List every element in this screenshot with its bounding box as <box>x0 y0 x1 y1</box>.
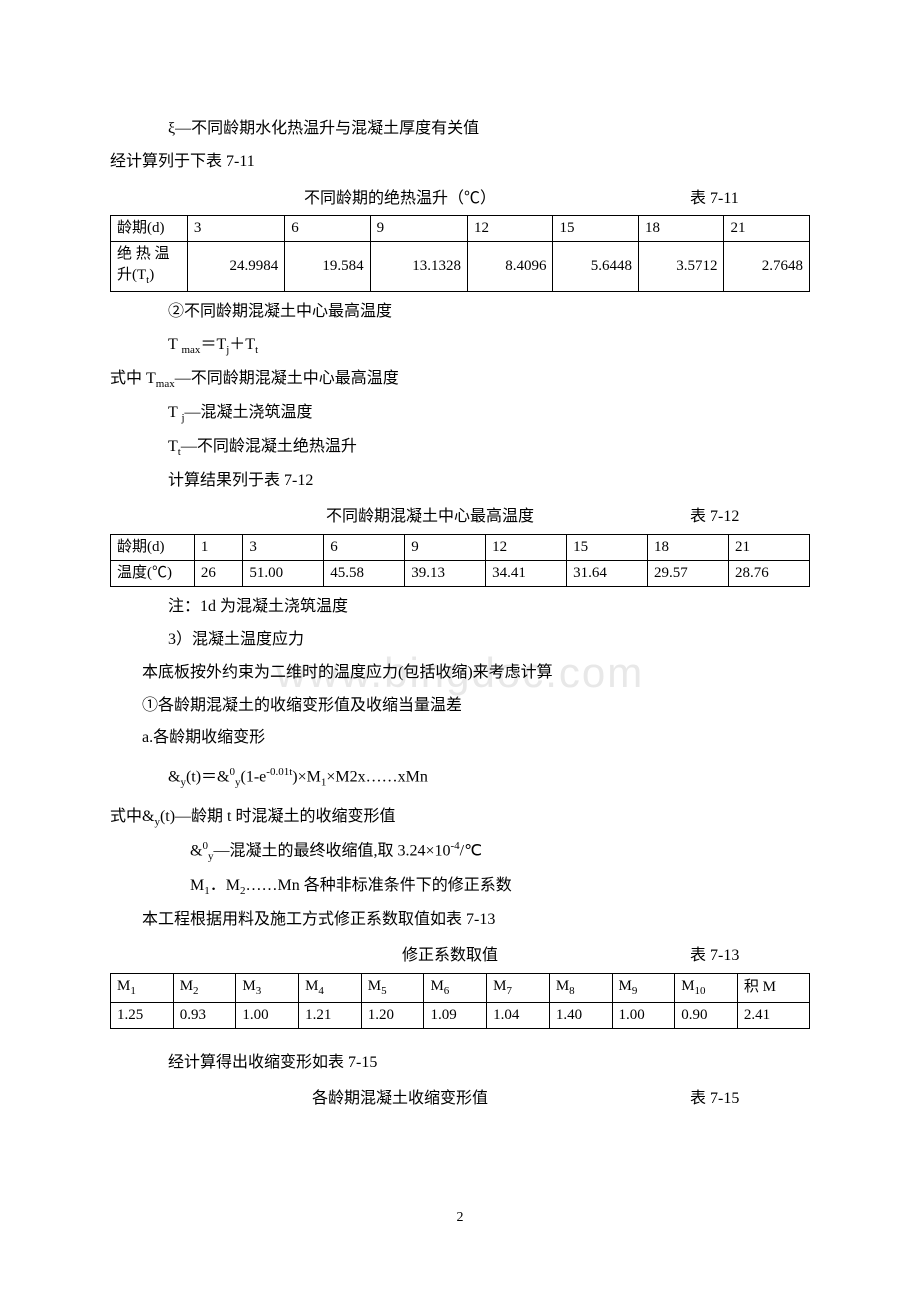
table-caption: 不同龄期混凝土中心最高温度 表 7-12 <box>110 503 810 532</box>
table-cell: 1.25 <box>111 1002 174 1028</box>
table-cell: 9 <box>405 535 486 561</box>
table-cell: M4 <box>299 974 362 1002</box>
table-cell: 3.5712 <box>638 242 723 291</box>
table-row: 龄期(d) 3 6 9 12 15 18 21 <box>111 216 810 242</box>
table-row: 龄期(d) 1 3 6 9 12 15 18 21 <box>111 535 810 561</box>
body-text: 计算结果列于表 7-12 <box>168 467 810 496</box>
table-cell: M3 <box>236 974 299 1002</box>
table-cell: M6 <box>424 974 487 1002</box>
table-row: 温度(℃) 26 51.00 45.58 39.13 34.41 31.64 2… <box>111 561 810 587</box>
body-text: 经计算得出收缩变形如表 7-15 <box>168 1049 810 1078</box>
caption-number: 表 7-13 <box>690 942 810 971</box>
table-cell: 5.6448 <box>553 242 638 291</box>
caption-title: 各龄期混凝土收缩变形值 <box>110 1085 690 1114</box>
caption-title: 不同龄期的绝热温升（℃） <box>110 185 690 214</box>
table-cell: 6 <box>324 535 405 561</box>
table-cell: 1.09 <box>424 1002 487 1028</box>
table-7-13: M1 M2 M3 M4 M5 M6 M7 M8 M9 M10 积 M 1.25 … <box>110 973 810 1028</box>
table-cell: 45.58 <box>324 561 405 587</box>
body-text: ξ—不同龄期水化热温升与混凝土厚度有关值 <box>168 115 810 144</box>
table-cell: 龄期(d) <box>111 535 195 561</box>
body-text: 注：1d 为混凝土浇筑温度 <box>168 593 810 622</box>
table-caption: 各龄期混凝土收缩变形值 表 7-15 <box>110 1085 810 1114</box>
table-cell: 51.00 <box>243 561 324 587</box>
table-row: 1.25 0.93 1.00 1.21 1.20 1.09 1.04 1.40 … <box>111 1002 810 1028</box>
table-caption: 不同龄期的绝热温升（℃） 表 7-11 <box>110 185 810 214</box>
table-cell: 温度(℃) <box>111 561 195 587</box>
table-cell: M7 <box>487 974 550 1002</box>
table-cell: 31.64 <box>567 561 648 587</box>
table-cell: M10 <box>675 974 738 1002</box>
table-cell: 29.57 <box>648 561 729 587</box>
table-cell: 2.7648 <box>724 242 810 291</box>
table-cell: 18 <box>638 216 723 242</box>
table-cell: 19.584 <box>285 242 370 291</box>
body-text: 经计算列于下表 7-11 <box>110 148 810 177</box>
table-cell: M5 <box>361 974 424 1002</box>
body-text: 式中&y(t)—龄期 t 时混凝土的收缩变形值 <box>110 803 810 833</box>
table-cell: M2 <box>173 974 236 1002</box>
table-cell: 39.13 <box>405 561 486 587</box>
body-text: 3）混凝土温度应力 <box>168 626 810 655</box>
caption-title: 不同龄期混凝土中心最高温度 <box>110 503 690 532</box>
table-cell: 2.41 <box>737 1002 809 1028</box>
caption-number: 表 7-15 <box>690 1085 810 1114</box>
table-cell: 8.4096 <box>467 242 552 291</box>
table-cell: 26 <box>194 561 242 587</box>
table-cell: 绝 热 温 升(Tt) <box>111 242 188 291</box>
body-text: 本工程根据用料及施工方式修正系数取值如表 7-13 <box>142 906 810 935</box>
table-cell: 28.76 <box>728 561 809 587</box>
page-number: 2 <box>0 1205 920 1230</box>
table-7-11: 龄期(d) 3 6 9 12 15 18 21 绝 热 温 升(Tt) 24.9… <box>110 215 810 291</box>
table-cell: 9 <box>370 216 467 242</box>
table-cell: M1 <box>111 974 174 1002</box>
table-row: 绝 热 温 升(Tt) 24.9984 19.584 13.1328 8.409… <box>111 242 810 291</box>
caption-number: 表 7-11 <box>690 185 810 214</box>
table-cell: 龄期(d) <box>111 216 188 242</box>
body-text: a.各龄期收缩变形 <box>142 724 810 753</box>
table-cell: 1.00 <box>612 1002 675 1028</box>
formula-line: T max＝Tj＋Tt <box>168 331 810 361</box>
table-row: M1 M2 M3 M4 M5 M6 M7 M8 M9 M10 积 M <box>111 974 810 1002</box>
table-cell: 12 <box>467 216 552 242</box>
table-cell: 13.1328 <box>370 242 467 291</box>
table-cell: 1.20 <box>361 1002 424 1028</box>
body-text: ①各龄期混凝土的收缩变形值及收缩当量温差 <box>142 692 810 721</box>
table-cell: 1.40 <box>549 1002 612 1028</box>
table-cell: 18 <box>648 535 729 561</box>
table-cell: 3 <box>243 535 324 561</box>
table-cell: 1.21 <box>299 1002 362 1028</box>
body-text: ②不同龄期混凝土中心最高温度 <box>168 298 810 327</box>
table-cell: 15 <box>553 216 638 242</box>
table-cell: 6 <box>285 216 370 242</box>
table-cell: 21 <box>724 216 810 242</box>
body-text: M1．M2……Mn 各种非标准条件下的修正系数 <box>190 872 810 902</box>
formula-line: &y(t)＝&0y(1-e-0.01t)×M1×M2x……xMn <box>168 763 810 793</box>
caption-title: 修正系数取值 <box>110 942 690 971</box>
table-cell: M8 <box>549 974 612 1002</box>
table-cell: 12 <box>486 535 567 561</box>
table-cell: 3 <box>187 216 284 242</box>
body-text: 本底板按外约束为二维时的温度应力(包括收缩)来考虑计算 <box>142 659 810 688</box>
table-cell: 24.9984 <box>187 242 284 291</box>
body-text: 式中 Tmax—不同龄期混凝土中心最高温度 <box>110 365 810 395</box>
caption-number: 表 7-12 <box>690 503 810 532</box>
table-cell: M9 <box>612 974 675 1002</box>
table-cell: 0.90 <box>675 1002 738 1028</box>
document-content: ξ—不同龄期水化热温升与混凝土厚度有关值 经计算列于下表 7-11 不同龄期的绝… <box>110 115 810 1114</box>
table-cell: 1.00 <box>236 1002 299 1028</box>
table-cell: 34.41 <box>486 561 567 587</box>
table-7-12: 龄期(d) 1 3 6 9 12 15 18 21 温度(℃) 26 51.00… <box>110 534 810 587</box>
table-cell: 15 <box>567 535 648 561</box>
table-cell: 1.04 <box>487 1002 550 1028</box>
table-cell: 积 M <box>737 974 809 1002</box>
table-caption: 修正系数取值 表 7-13 <box>110 942 810 971</box>
body-text: Tt—不同龄混凝土绝热温升 <box>168 433 810 463</box>
body-text: T j—混凝土浇筑温度 <box>168 399 810 429</box>
table-cell: 21 <box>728 535 809 561</box>
table-cell: 1 <box>194 535 242 561</box>
table-cell: 0.93 <box>173 1002 236 1028</box>
body-text: &0y—混凝土的最终收缩值,取 3.24×10-4/℃ <box>190 837 810 867</box>
